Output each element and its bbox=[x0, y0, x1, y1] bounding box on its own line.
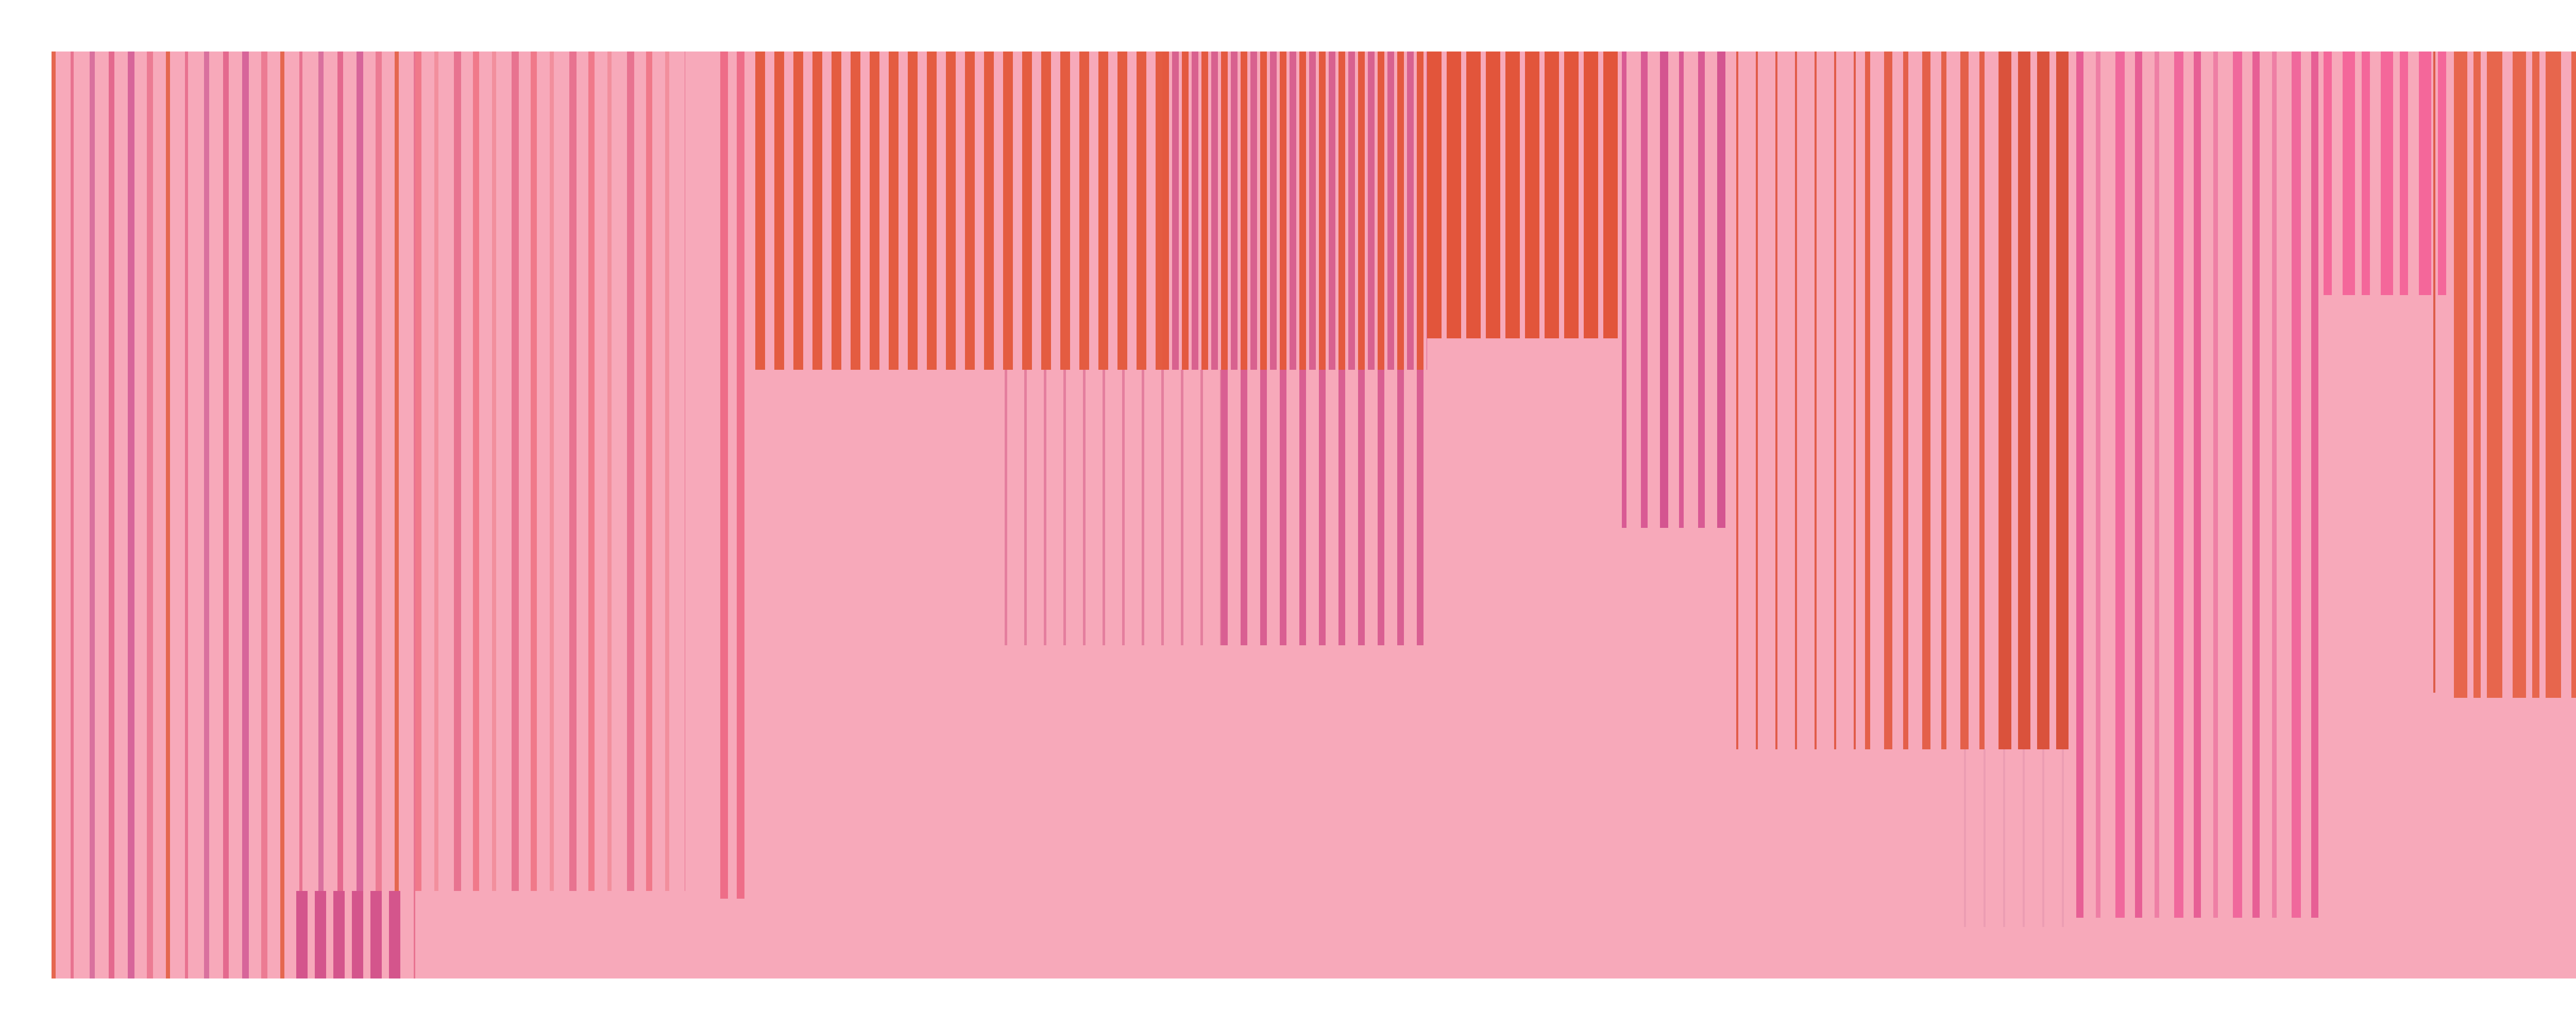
stripe-block-left-field-full-height bbox=[52, 52, 415, 978]
stripe-block-mid-deep-rose bbox=[1221, 370, 1427, 645]
stripe-block-mid-thin-rose-lines bbox=[1005, 370, 1221, 645]
stripe-block-bright-pink-short-block bbox=[2324, 52, 2454, 295]
stripe-block-top-coral-band-a bbox=[755, 52, 1162, 370]
stripe-block-long-stripe-pair bbox=[720, 52, 753, 899]
stripe-block-bold-orange-block bbox=[1427, 52, 1618, 338]
stripe-block-magenta-column bbox=[1622, 52, 1727, 528]
stripe-block-left-mid-tall bbox=[415, 52, 685, 891]
stripe-block-top-coral-band-b-mixed bbox=[1162, 52, 1427, 370]
stripe-block-medium-coral-field bbox=[1865, 52, 1999, 749]
stripe-block-under-strip-faint-lines bbox=[1964, 749, 2077, 927]
stripe-block-right-orange-block bbox=[2454, 52, 2576, 698]
stripe-block-stray-coral-line bbox=[2433, 52, 2437, 693]
stripe-block-dense-dark-coral-column bbox=[1999, 52, 2074, 749]
stripe-block-right-rose-field bbox=[2076, 52, 2324, 918]
wallpaper-artwork bbox=[52, 52, 2576, 978]
stripe-block-bottom-left-magenta-overlay bbox=[296, 891, 407, 978]
stripe-block-thin-coral-field bbox=[1736, 52, 1865, 749]
